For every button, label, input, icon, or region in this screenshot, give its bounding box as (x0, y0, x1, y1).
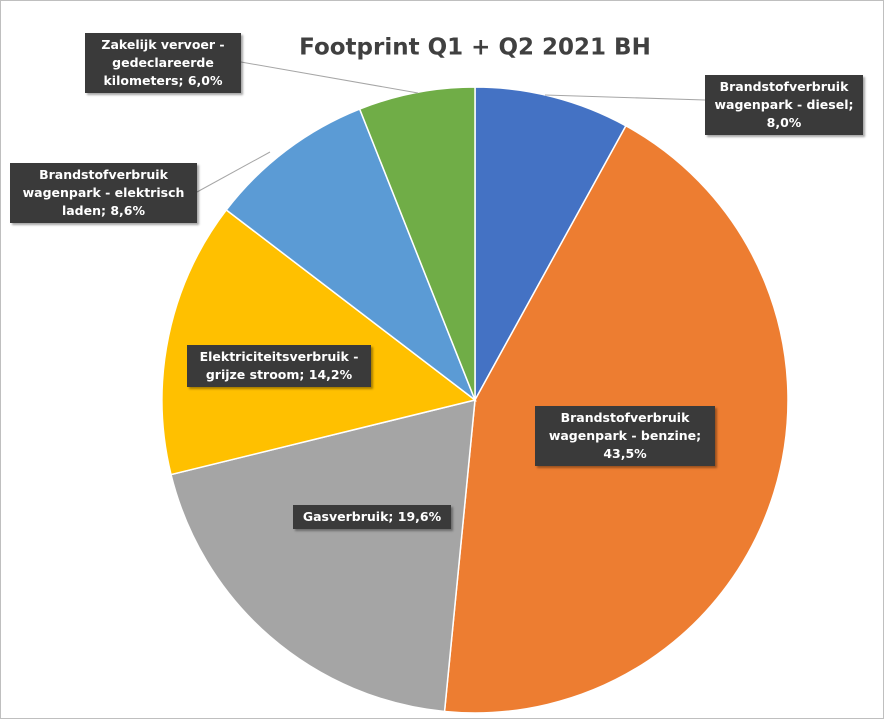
data-label: Elektriciteitsverbruik - grijze stroom; … (187, 345, 371, 387)
leader-line (196, 151, 271, 193)
leader-line (240, 61, 419, 94)
pie-slice (161, 208, 477, 476)
data-label: Gasverbruik; 19,6% (293, 505, 451, 529)
chart-title: Footprint Q1 + Q2 2021 BH (299, 35, 651, 61)
leader-line (544, 94, 706, 101)
pie-slice (225, 108, 477, 403)
data-label: Zakelijk vervoer - gedeclareerde kilomet… (85, 33, 241, 93)
data-label: Brandstofverbruik wagenpark - elektrisch… (10, 163, 197, 223)
pie-slice (170, 399, 476, 713)
pie-slice (474, 86, 627, 401)
data-label: Brandstofverbruik wagenpark - benzine; 4… (535, 406, 715, 466)
data-label: Brandstofverbruik wagenpark - diesel; 8,… (705, 75, 863, 135)
